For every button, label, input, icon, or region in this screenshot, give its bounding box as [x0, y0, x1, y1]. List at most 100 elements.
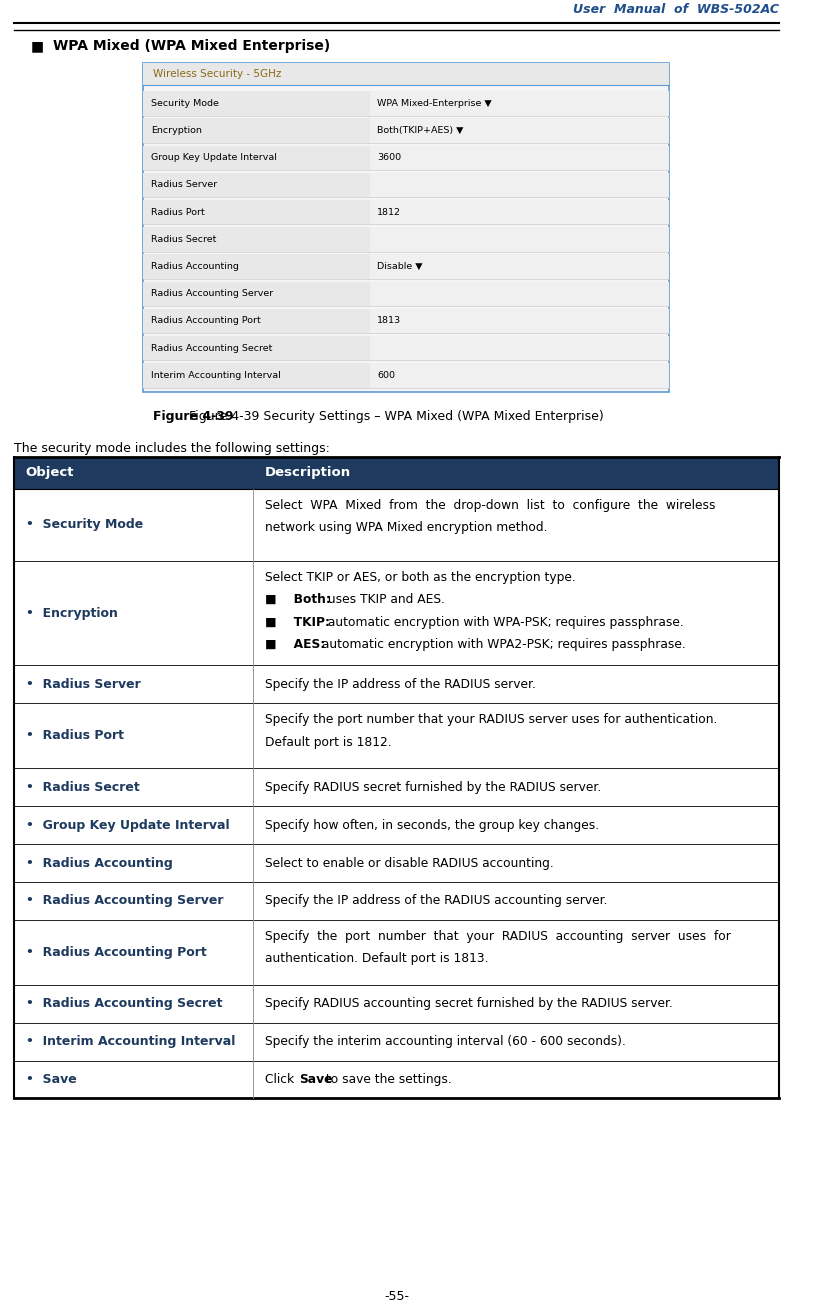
Text: Specify the interim accounting interval (60 - 600 seconds).: Specify the interim accounting interval … — [265, 1035, 626, 1048]
Text: Save: Save — [299, 1073, 332, 1086]
Text: Select TKIP or AES, or both as the encryption type.: Select TKIP or AES, or both as the encry… — [265, 571, 576, 584]
FancyBboxPatch shape — [14, 456, 779, 489]
Text: •  Interim Accounting Interval: • Interim Accounting Interval — [26, 1035, 235, 1048]
FancyBboxPatch shape — [144, 63, 669, 392]
FancyBboxPatch shape — [14, 1061, 779, 1098]
Text: -55-: -55- — [384, 1290, 409, 1303]
Text: Specify the IP address of the RADIUS server.: Specify the IP address of the RADIUS ser… — [265, 679, 536, 690]
Text: Radius Port: Radius Port — [151, 208, 204, 217]
Text: Click: Click — [265, 1073, 297, 1086]
Text: Object: Object — [26, 467, 74, 480]
Text: Radius Accounting Secret: Radius Accounting Secret — [151, 343, 273, 352]
FancyBboxPatch shape — [14, 768, 779, 806]
Text: •  Radius Accounting Secret: • Radius Accounting Secret — [26, 997, 223, 1010]
Text: automatic encryption with WPA-PSK; requires passphrase.: automatic encryption with WPA-PSK; requi… — [324, 615, 684, 629]
FancyBboxPatch shape — [144, 281, 370, 306]
Text: Description: Description — [265, 467, 351, 480]
Text: Specify how often, in seconds, the group key changes.: Specify how often, in seconds, the group… — [265, 819, 599, 831]
FancyBboxPatch shape — [370, 281, 669, 306]
Text: Figure 4-39 Security Settings – WPA Mixed (WPA Mixed Enterprise): Figure 4-39 Security Settings – WPA Mixe… — [189, 410, 604, 423]
FancyBboxPatch shape — [14, 1023, 779, 1061]
FancyBboxPatch shape — [370, 254, 669, 279]
FancyBboxPatch shape — [14, 985, 779, 1023]
FancyBboxPatch shape — [14, 704, 779, 768]
FancyBboxPatch shape — [144, 63, 669, 84]
Text: to save the settings.: to save the settings. — [322, 1073, 452, 1086]
Text: Select to enable or disable RADIUS accounting.: Select to enable or disable RADIUS accou… — [265, 856, 553, 869]
Text: WPA Mixed-Enterprise ▼: WPA Mixed-Enterprise ▼ — [377, 99, 492, 108]
Text: authentication. Default port is 1813.: authentication. Default port is 1813. — [265, 952, 489, 965]
Text: Select  WPA  Mixed  from  the  drop-down  list  to  configure  the  wireless: Select WPA Mixed from the drop-down list… — [265, 498, 715, 512]
Text: Interim Accounting Interval: Interim Accounting Interval — [151, 371, 281, 380]
Text: ■: ■ — [31, 39, 44, 53]
Text: automatic encryption with WPA2-PSK; requires passphrase.: automatic encryption with WPA2-PSK; requ… — [318, 638, 686, 651]
Text: Specify RADIUS secret furnished by the RADIUS server.: Specify RADIUS secret furnished by the R… — [265, 781, 601, 794]
FancyBboxPatch shape — [370, 200, 669, 225]
FancyBboxPatch shape — [370, 91, 669, 116]
Text: 600: 600 — [377, 371, 396, 380]
Text: ■    TKIP:: ■ TKIP: — [265, 615, 330, 629]
FancyBboxPatch shape — [370, 335, 669, 360]
FancyBboxPatch shape — [144, 309, 370, 333]
Text: Default port is 1812.: Default port is 1812. — [265, 736, 391, 748]
Text: Radius Server: Radius Server — [151, 180, 217, 189]
Text: Specify  the  port  number  that  your  RADIUS  accounting  server  uses  for: Specify the port number that your RADIUS… — [265, 930, 730, 943]
Text: 3600: 3600 — [377, 154, 401, 162]
FancyBboxPatch shape — [144, 91, 370, 116]
Text: Disable ▼: Disable ▼ — [377, 262, 423, 271]
Text: Encryption: Encryption — [151, 126, 202, 135]
Text: Radius Accounting Port: Radius Accounting Port — [151, 317, 261, 325]
Text: Radius Secret: Radius Secret — [151, 235, 216, 243]
Text: •  Radius Server: • Radius Server — [26, 679, 140, 690]
FancyBboxPatch shape — [14, 844, 779, 882]
FancyBboxPatch shape — [14, 920, 779, 985]
Text: The security mode includes the following settings:: The security mode includes the following… — [14, 442, 330, 455]
FancyBboxPatch shape — [144, 227, 370, 251]
Text: •  Group Key Update Interval: • Group Key Update Interval — [26, 819, 229, 831]
FancyBboxPatch shape — [370, 309, 669, 333]
Text: •  Save: • Save — [26, 1073, 76, 1086]
Text: Security Mode: Security Mode — [151, 99, 219, 108]
Text: WPA Mixed (WPA Mixed Enterprise): WPA Mixed (WPA Mixed Enterprise) — [52, 39, 330, 53]
FancyBboxPatch shape — [370, 146, 669, 170]
Text: Group Key Update Interval: Group Key Update Interval — [151, 154, 277, 162]
Text: •  Security Mode: • Security Mode — [26, 518, 143, 531]
FancyBboxPatch shape — [14, 665, 779, 704]
FancyBboxPatch shape — [370, 172, 669, 197]
Text: Both(TKIP+AES) ▼: Both(TKIP+AES) ▼ — [377, 126, 464, 135]
FancyBboxPatch shape — [370, 118, 669, 143]
FancyBboxPatch shape — [144, 200, 370, 225]
FancyBboxPatch shape — [14, 560, 779, 665]
Text: User  Manual  of  WBS-502AC: User Manual of WBS-502AC — [573, 3, 779, 16]
Text: uses TKIP and AES.: uses TKIP and AES. — [324, 593, 445, 606]
Text: 1812: 1812 — [377, 208, 401, 217]
Text: Specify the IP address of the RADIUS accounting server.: Specify the IP address of the RADIUS acc… — [265, 894, 607, 907]
Text: 1813: 1813 — [377, 317, 401, 325]
FancyBboxPatch shape — [144, 146, 370, 170]
Text: •  Radius Accounting Server: • Radius Accounting Server — [26, 894, 224, 907]
Text: •  Radius Port: • Radius Port — [26, 730, 124, 743]
Text: Specify the port number that your RADIUS server uses for authentication.: Specify the port number that your RADIUS… — [265, 713, 717, 726]
FancyBboxPatch shape — [14, 489, 779, 560]
FancyBboxPatch shape — [14, 882, 779, 920]
Text: Specify RADIUS accounting secret furnished by the RADIUS server.: Specify RADIUS accounting secret furnish… — [265, 997, 673, 1010]
Text: •  Encryption: • Encryption — [26, 606, 118, 619]
Text: Radius Accounting Server: Radius Accounting Server — [151, 289, 273, 299]
FancyBboxPatch shape — [144, 254, 370, 279]
FancyBboxPatch shape — [370, 363, 669, 388]
Text: Radius Accounting: Radius Accounting — [151, 262, 239, 271]
Text: •  Radius Secret: • Radius Secret — [26, 781, 140, 794]
FancyBboxPatch shape — [144, 118, 370, 143]
FancyBboxPatch shape — [14, 806, 779, 844]
FancyBboxPatch shape — [144, 172, 370, 197]
Text: •  Radius Accounting: • Radius Accounting — [26, 856, 173, 869]
Text: ■    Both:: ■ Both: — [265, 593, 331, 606]
FancyBboxPatch shape — [370, 227, 669, 251]
Text: ■    AES:: ■ AES: — [265, 638, 325, 651]
Text: Wireless Security - 5GHz: Wireless Security - 5GHz — [153, 68, 282, 79]
Text: •  Radius Accounting Port: • Radius Accounting Port — [26, 945, 207, 959]
Text: Figure 4-39: Figure 4-39 — [153, 410, 234, 423]
FancyBboxPatch shape — [144, 335, 370, 360]
Text: network using WPA Mixed encryption method.: network using WPA Mixed encryption metho… — [265, 521, 548, 534]
FancyBboxPatch shape — [144, 363, 370, 388]
